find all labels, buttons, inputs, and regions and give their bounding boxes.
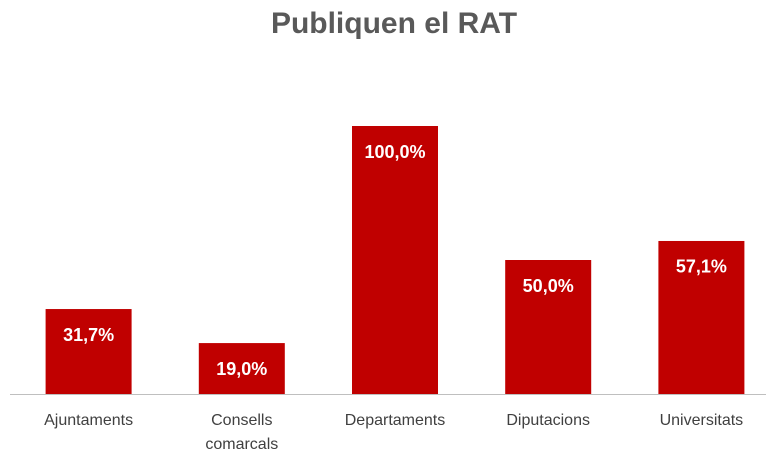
bar xyxy=(658,240,745,394)
x-tick-label: Consells comarcals xyxy=(205,412,279,453)
value-label: 100,0% xyxy=(364,142,425,162)
bar xyxy=(45,309,132,394)
value-label: 57,1% xyxy=(676,257,727,277)
value-label: 19,0% xyxy=(216,359,267,379)
x-tick-label: Diputacions xyxy=(506,412,590,429)
bar xyxy=(352,126,438,394)
bar xyxy=(198,343,285,394)
chart-title: Publiquen el RAT xyxy=(271,7,517,40)
x-tick-label: Universitats xyxy=(659,412,744,429)
x-tick-label: Departaments xyxy=(344,412,446,429)
value-label: 50,0% xyxy=(523,276,574,296)
value-label: 31,7% xyxy=(63,325,114,345)
x-tick-label: Ajuntaments xyxy=(44,412,134,429)
bar xyxy=(505,260,592,394)
